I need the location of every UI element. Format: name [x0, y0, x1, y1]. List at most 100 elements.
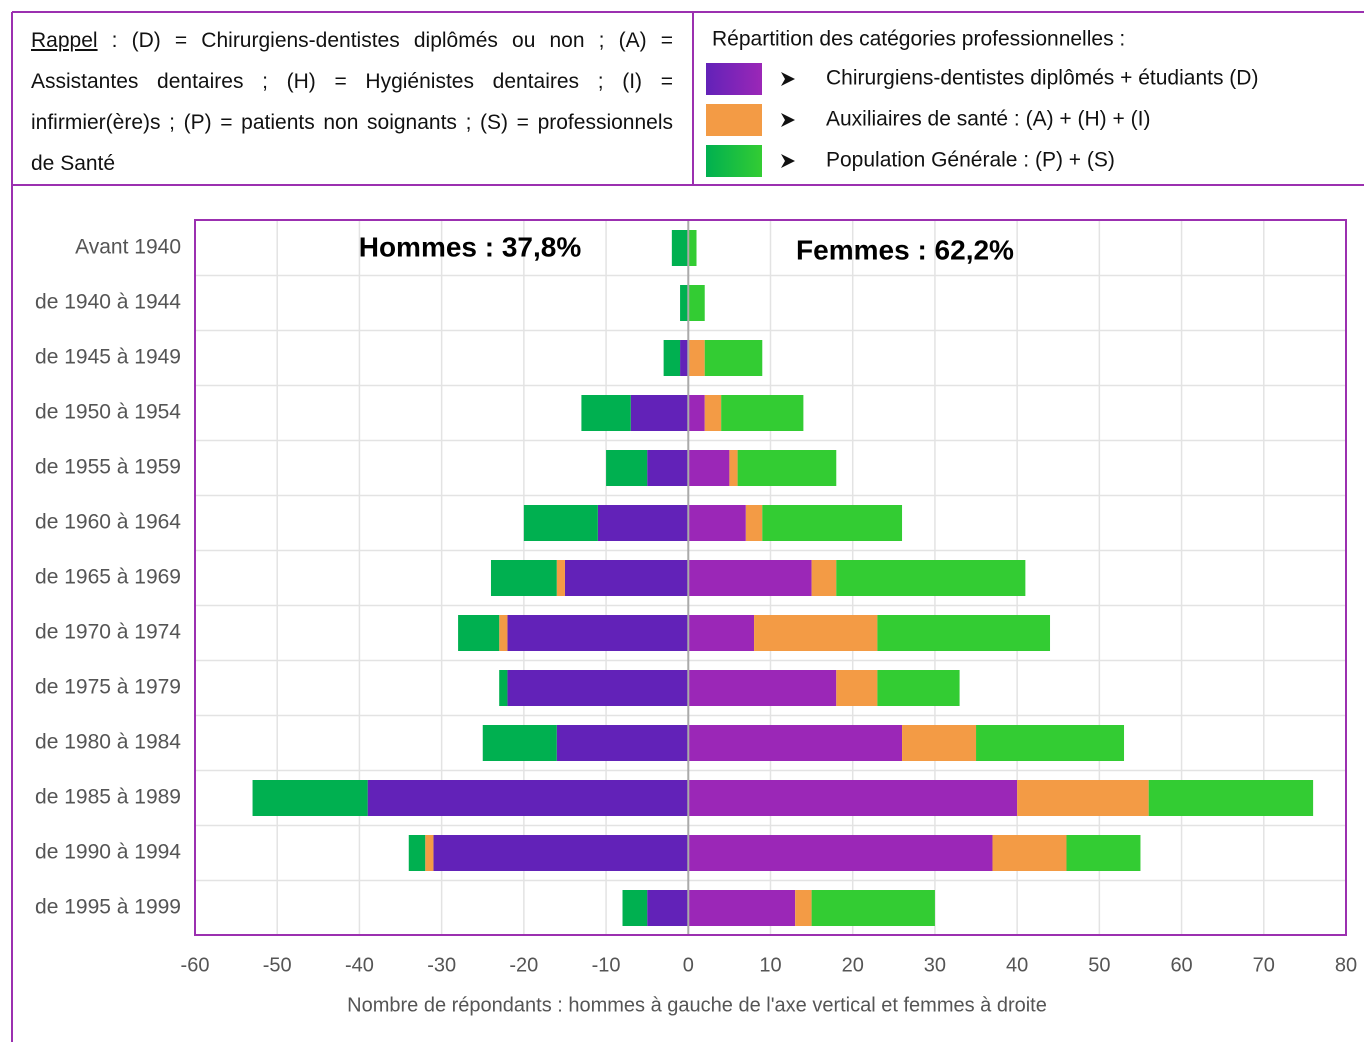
bar	[836, 560, 1026, 596]
bar	[721, 395, 804, 431]
x-tick-label: 80	[1335, 954, 1357, 976]
bar	[606, 450, 648, 486]
bar	[688, 560, 812, 596]
bar	[490, 560, 557, 596]
bar	[433, 835, 689, 871]
x-tick-label: -10	[592, 954, 621, 976]
bar	[507, 615, 689, 651]
x-tick-label: -60	[181, 954, 210, 976]
bar	[688, 395, 705, 431]
bar	[737, 450, 837, 486]
bar	[688, 780, 1018, 816]
bar	[836, 670, 878, 706]
bar	[499, 615, 508, 651]
x-tick-label: 0	[683, 954, 694, 976]
bar	[688, 285, 705, 321]
bar	[564, 560, 689, 596]
bar	[688, 835, 993, 871]
bar	[688, 670, 837, 706]
annotation: Femmes : 62,2%	[796, 234, 1014, 265]
legend-bullet	[781, 113, 795, 127]
bar	[877, 615, 1051, 651]
bar	[877, 670, 960, 706]
bar	[499, 670, 508, 706]
bar	[688, 890, 796, 926]
bar	[482, 725, 557, 761]
bar	[622, 890, 648, 926]
plot	[194, 219, 1347, 936]
legend-swatch	[706, 145, 762, 177]
legend-title: Répartition des catégories professionnel…	[712, 28, 1125, 51]
bar	[680, 285, 689, 321]
x-tick-label: 40	[1006, 954, 1028, 976]
y-tick-label: de 1960 à 1964	[35, 511, 181, 534]
x-axis-label: Nombre de répondants : hommes à gauche d…	[347, 994, 1047, 1016]
y-tick-label: de 1950 à 1954	[35, 401, 181, 424]
y-tick-label: Avant 1940	[75, 236, 181, 259]
bar	[252, 780, 368, 816]
y-tick-label: de 1965 à 1969	[35, 566, 181, 589]
legend-label: Auxiliaires de santé : (A) + (H) + (I)	[826, 108, 1150, 131]
bar	[507, 670, 689, 706]
plot-border	[194, 219, 1347, 936]
bar	[754, 615, 878, 651]
bar	[902, 725, 977, 761]
y-tick-label: de 1970 à 1974	[35, 621, 181, 644]
bar	[688, 725, 903, 761]
x-tick-label: 30	[924, 954, 946, 976]
bar	[729, 450, 738, 486]
y-tick-label: de 1975 à 1979	[35, 676, 181, 699]
bar	[688, 450, 730, 486]
bar	[581, 395, 631, 431]
bar	[795, 890, 812, 926]
note: Rappel : (D) = Chirurgiens-dentistes dip…	[31, 20, 673, 184]
bar	[663, 340, 681, 376]
bar	[811, 890, 935, 926]
bar	[1066, 835, 1141, 871]
y-tick-label: de 1995 à 1999	[35, 896, 181, 919]
legend-swatch	[706, 104, 762, 136]
legend-bullet	[781, 72, 795, 86]
bar	[992, 835, 1067, 871]
y-tick-label: de 1955 à 1959	[35, 456, 181, 479]
bar	[556, 560, 565, 596]
y-tick-label: de 1990 à 1994	[35, 841, 181, 864]
x-tick-label: -20	[509, 954, 538, 976]
bar	[745, 505, 763, 541]
x-tick-label: 60	[1170, 954, 1192, 976]
annotation: Hommes : 37,8%	[359, 231, 582, 262]
x-tick-label: -50	[263, 954, 292, 976]
x-tick-label: 10	[759, 954, 781, 976]
legend-bullet	[781, 154, 795, 168]
bar	[1017, 780, 1149, 816]
bar	[688, 230, 697, 266]
note-label: Rappel	[31, 29, 98, 52]
bar	[647, 890, 689, 926]
x-tick-label: 70	[1253, 954, 1275, 976]
y-tick-label: de 1980 à 1984	[35, 731, 181, 754]
bar	[688, 505, 746, 541]
bar	[630, 395, 689, 431]
bar	[671, 230, 689, 266]
x-tick-label: 50	[1088, 954, 1110, 976]
note-text: : (D) = Chirurgiens-dentistes diplômés o…	[31, 29, 673, 175]
bar	[762, 505, 903, 541]
x-tick-label: 20	[842, 954, 864, 976]
bar	[556, 725, 689, 761]
legend-label: Chirurgiens-dentistes diplômés + étudian…	[826, 67, 1258, 90]
bar	[1148, 780, 1314, 816]
bar	[458, 615, 500, 651]
bar	[647, 450, 689, 486]
bar	[680, 340, 689, 376]
bar	[704, 340, 763, 376]
bar	[523, 505, 598, 541]
x-tick-label: -30	[427, 954, 456, 976]
bar	[425, 835, 434, 871]
y-tick-label: de 1985 à 1989	[35, 786, 181, 809]
x-tick-label: -40	[345, 954, 374, 976]
bar	[367, 780, 689, 816]
bar	[976, 725, 1125, 761]
bar	[597, 505, 689, 541]
legend-swatch	[706, 63, 762, 95]
